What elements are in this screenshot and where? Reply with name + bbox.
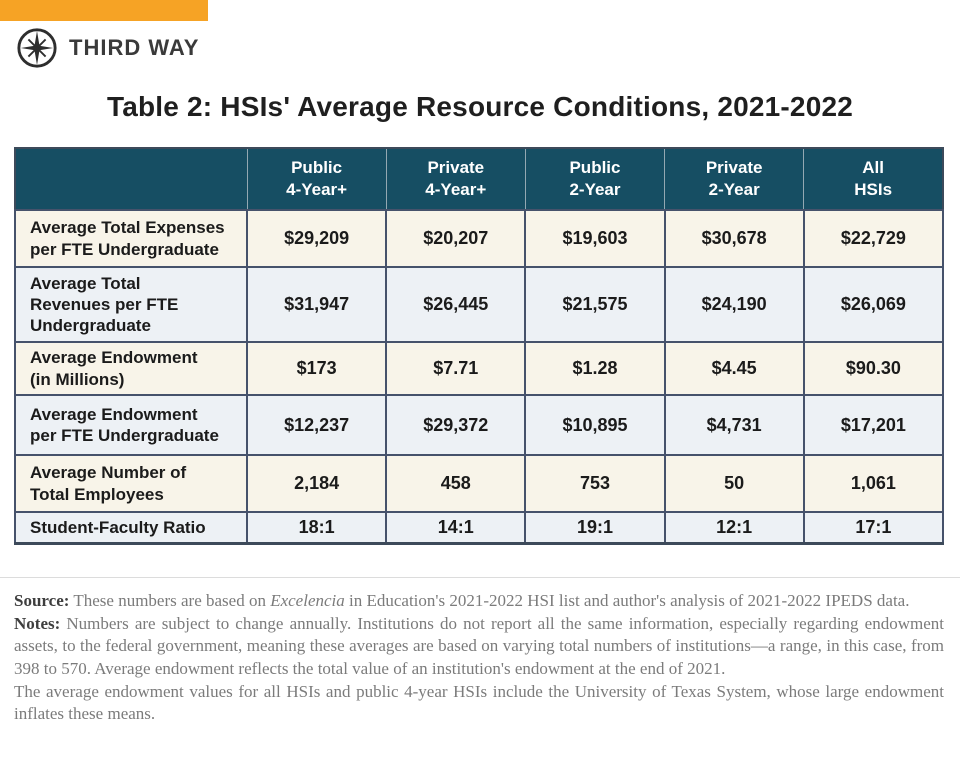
data-cell: $26,445 — [385, 266, 527, 343]
divider-line — [0, 577, 960, 579]
logo-text: THIRD WAY — [69, 35, 200, 60]
data-cell: $29,372 — [385, 394, 527, 456]
data-cell: 2,184 — [246, 454, 388, 513]
data-cell: $24,190 — [663, 266, 805, 343]
footer-notes: Source: These numbers are based on Excel… — [14, 590, 944, 726]
data-cell: $31,947 — [246, 266, 388, 343]
data-cell: 1,061 — [802, 454, 945, 513]
data-cell: $173 — [246, 341, 388, 396]
data-cell: 50 — [663, 454, 805, 513]
data-cell: $17,201 — [802, 394, 945, 456]
source-text-1: These numbers are based on — [69, 591, 271, 611]
data-cell: $19,603 — [524, 209, 666, 268]
source-text-italic: Excelencia — [270, 591, 345, 611]
column-header-private-4year: Private 4-Year+ — [385, 147, 526, 211]
column-header-public-2year: Public 2-Year — [524, 147, 666, 211]
resource-conditions-table: Public 4-Year+ Private 4-Year+ Public 2-… — [13, 147, 945, 546]
notes-text-1: Numbers are subject to change annually. … — [14, 613, 944, 679]
table-row: Average Total Expenses per FTE Undergrad… — [13, 209, 945, 268]
data-cell: $1.28 — [524, 341, 666, 396]
data-cell: $30,678 — [663, 209, 805, 268]
notes-text-2: The average endowment values for all HSI… — [14, 681, 944, 724]
data-cell: 17:1 — [802, 511, 945, 545]
row-label: Average Endowment (in Millions) — [13, 341, 249, 396]
data-cell: $21,575 — [524, 266, 666, 343]
table-row: Average Endowment (in Millions) $173 $7.… — [13, 341, 945, 396]
brand-accent-bar — [0, 0, 208, 21]
data-cell: $20,207 — [385, 209, 527, 268]
data-cell: 458 — [385, 454, 527, 513]
compass-star-icon — [16, 27, 58, 69]
row-label: Average Endowment per FTE Undergraduate — [13, 394, 249, 456]
data-cell: $4,731 — [663, 394, 805, 456]
data-cell: $22,729 — [802, 209, 945, 268]
table-title: Table 2: HSIs' Average Resource Conditio… — [106, 91, 854, 122]
table-row: Average Total Revenues per FTE Undergrad… — [13, 266, 945, 343]
data-cell: 753 — [524, 454, 666, 513]
table-row: Student-Faculty Ratio 18:1 14:1 19:1 12:… — [13, 511, 945, 545]
notes-paragraph: Notes: Numbers are subject to change ann… — [14, 613, 944, 681]
column-header-public-4year: Public 4-Year+ — [246, 147, 387, 211]
source-paragraph: Source: These numbers are based on Excel… — [14, 590, 944, 613]
data-cell: $90.30 — [802, 341, 945, 396]
data-cell: $10,895 — [524, 394, 666, 456]
source-text-2: in Education's 2021-2022 HSI list and au… — [344, 591, 910, 611]
data-cell: $4.45 — [663, 341, 805, 396]
column-header-private-2year: Private 2-Year — [664, 147, 805, 211]
table-row: Average Number of Total Employees 2,184 … — [13, 454, 945, 513]
data-cell: $26,069 — [802, 266, 945, 343]
column-header-all-hsis: All HSIs — [803, 147, 944, 211]
row-label: Average Total Expenses per FTE Undergrad… — [13, 209, 249, 268]
data-cell: 14:1 — [385, 511, 527, 545]
data-cell: $7.71 — [385, 341, 527, 396]
row-label: Student-Faculty Ratio — [13, 511, 249, 545]
table-row: Average Endowment per FTE Undergraduate … — [13, 394, 945, 456]
notes-label: Notes: — [14, 613, 61, 633]
data-cell: $12,237 — [246, 394, 388, 456]
notes-paragraph-2: The average endowment values for all HSI… — [14, 681, 944, 726]
data-cell: 19:1 — [524, 511, 666, 545]
third-way-logo: THIRD WAY — [0, 0, 960, 69]
header-corner-cell — [14, 147, 248, 211]
data-cell: 12:1 — [663, 511, 805, 545]
data-cell: 18:1 — [246, 511, 388, 545]
header-row: Public 4-Year+ Private 4-Year+ Public 2-… — [14, 147, 944, 211]
row-label: Average Number of Total Employees — [13, 454, 249, 513]
data-cell: $29,209 — [246, 209, 388, 268]
row-label: Average Total Revenues per FTE Undergrad… — [13, 266, 249, 343]
source-label: Source: — [14, 591, 70, 611]
